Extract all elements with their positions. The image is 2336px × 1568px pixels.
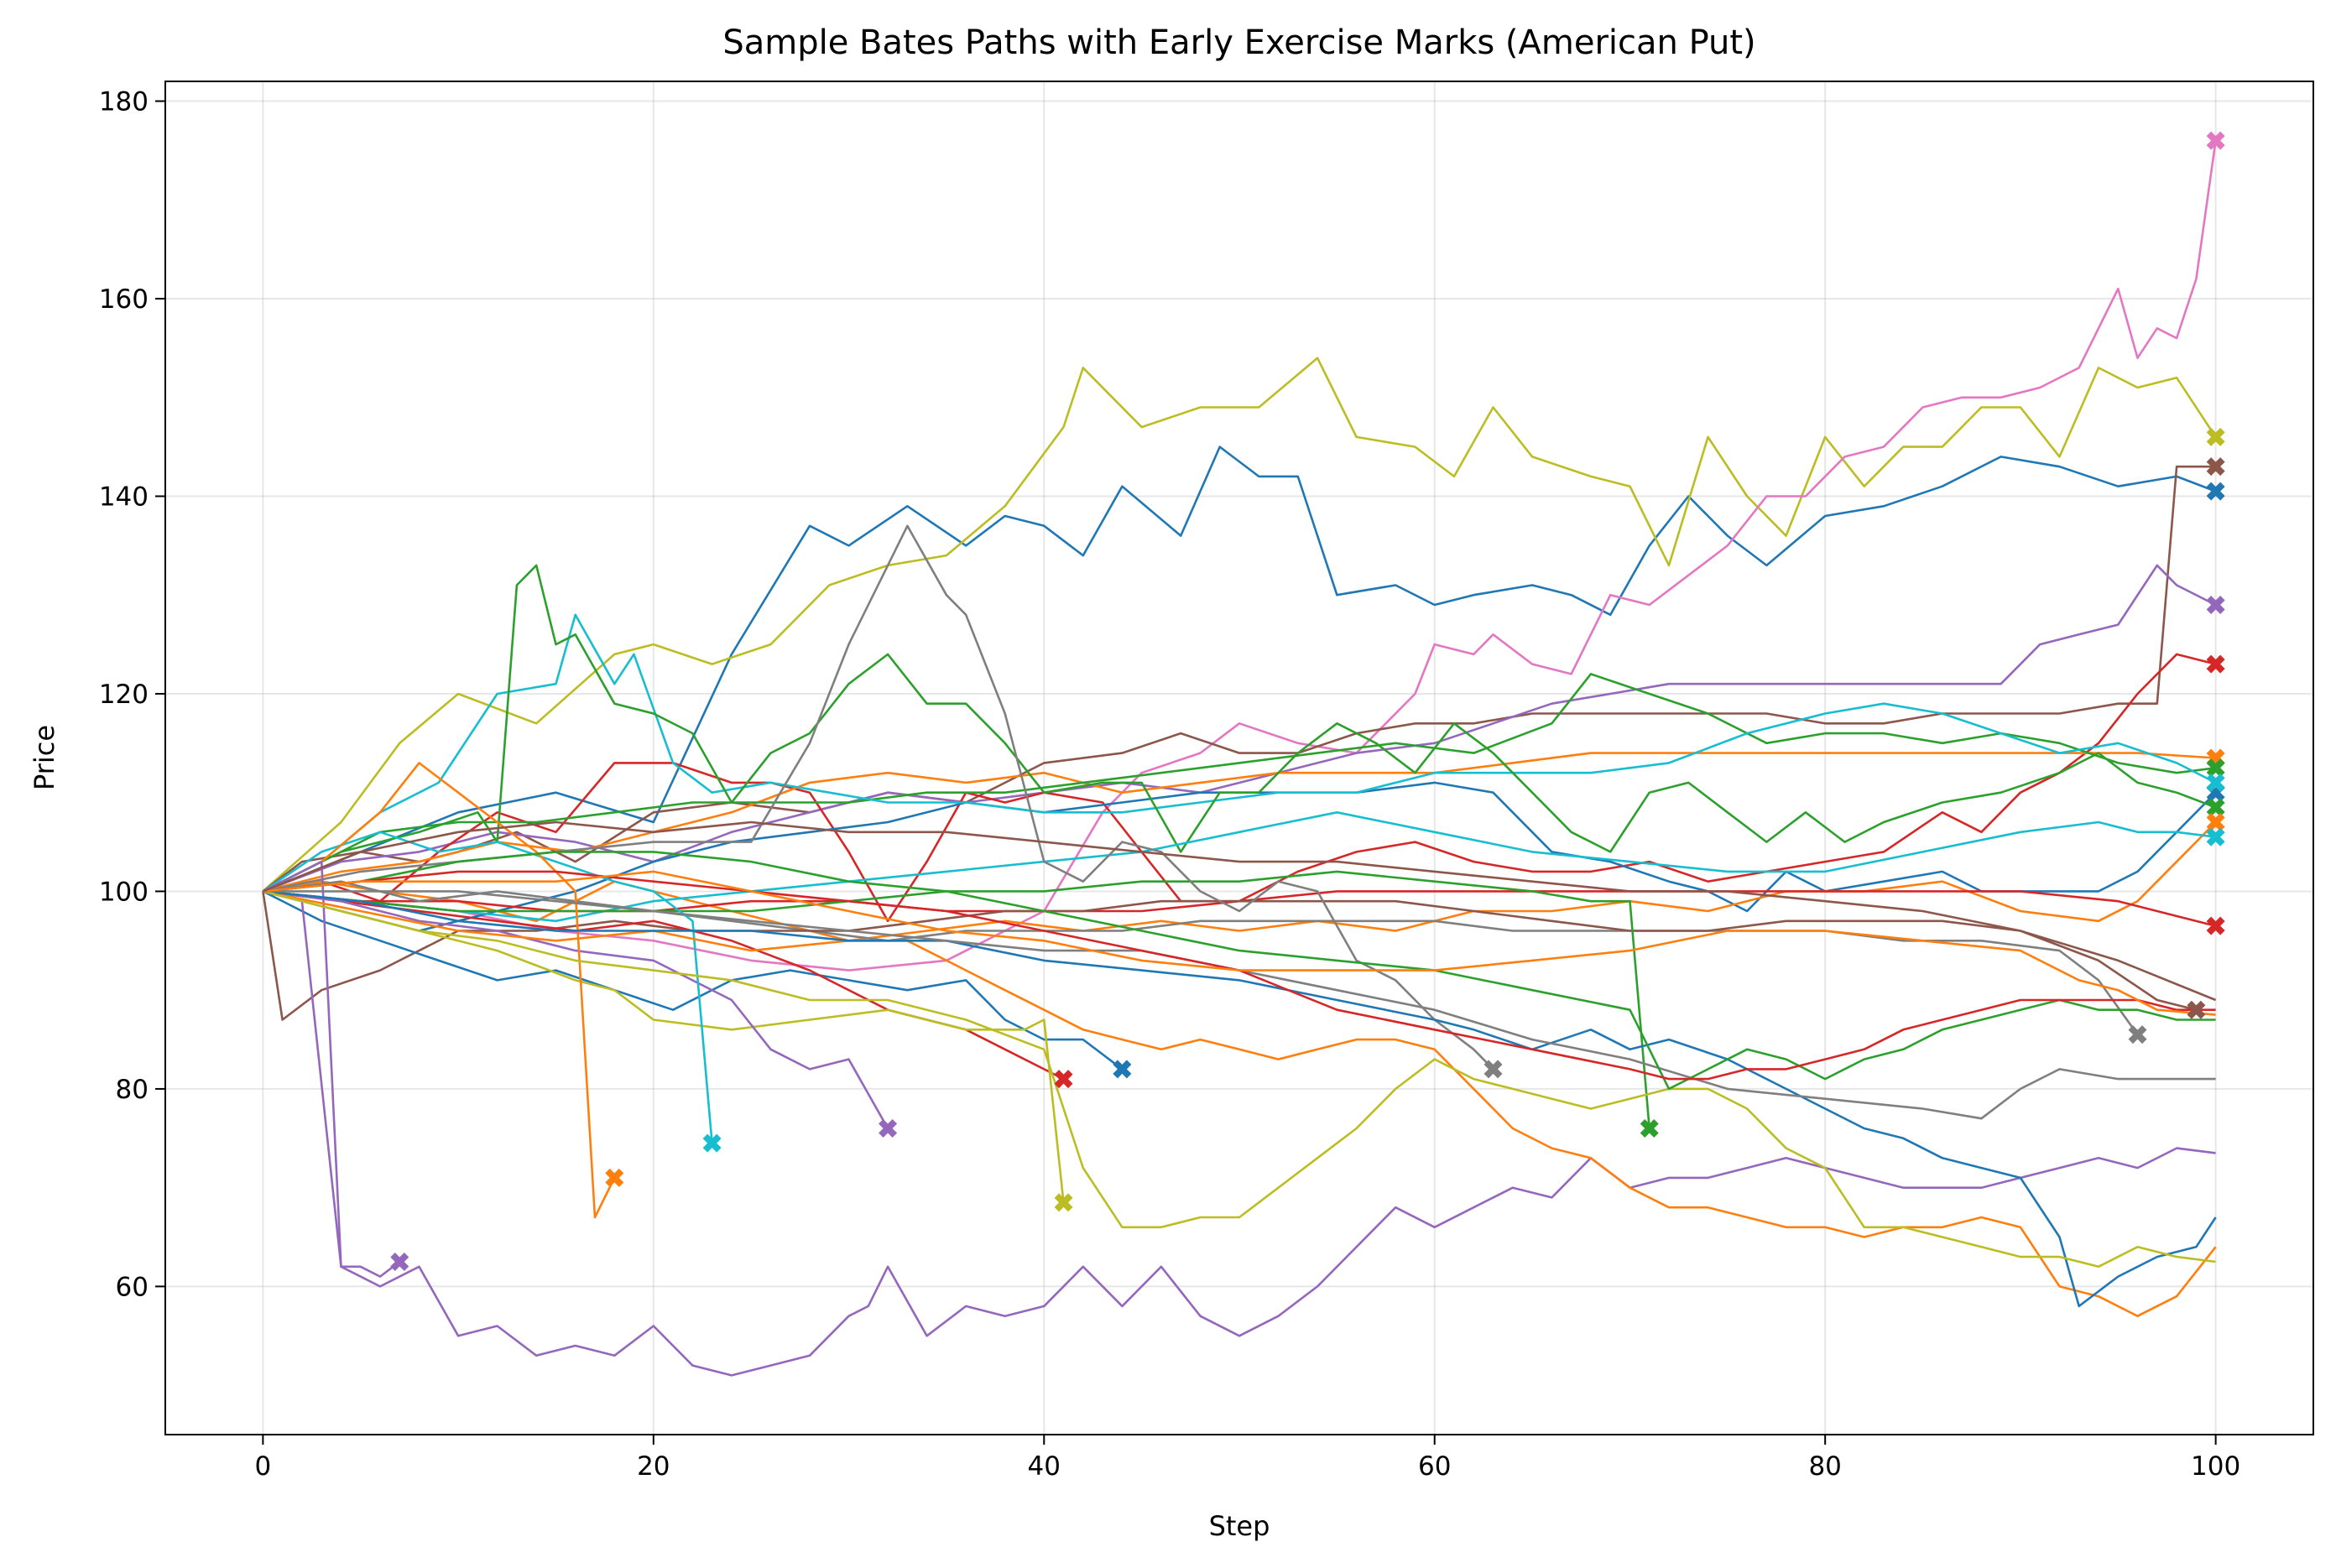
exercise-marker xyxy=(1640,1119,1659,1138)
price-path-line xyxy=(263,890,889,1129)
price-path-line xyxy=(263,880,2139,1035)
price-path-line xyxy=(263,140,2217,972)
x-axis-ticks: 0 20 40 60 80 100 xyxy=(254,1435,2240,1482)
price-path-line xyxy=(262,564,2217,893)
price-path-line xyxy=(262,445,2217,893)
exercise-marker xyxy=(2206,916,2225,935)
price-path-line xyxy=(263,890,2216,1268)
plot-frame xyxy=(164,81,2314,1435)
price-path-line xyxy=(263,524,1494,1071)
x-tick-label: 80 xyxy=(1808,1451,1841,1482)
price-path-line xyxy=(262,564,2217,893)
price-path-line xyxy=(262,860,401,1278)
price-path-line xyxy=(263,890,2216,1120)
price-path-line xyxy=(262,357,2217,893)
y-tick-label: 140 xyxy=(99,482,149,512)
exercise-marker xyxy=(2206,827,2225,847)
exercise-marker xyxy=(1054,1193,1073,1212)
price-path-line xyxy=(263,890,1065,1081)
x-axis-label: Step xyxy=(1209,1510,1270,1542)
price-path-line xyxy=(263,870,2216,1016)
price-path-line xyxy=(262,673,2216,893)
exercise-marker xyxy=(2206,482,2225,501)
x-tick-label: 100 xyxy=(2191,1451,2240,1482)
chart-title: Sample Bates Paths with Early Exercise M… xyxy=(722,23,1755,62)
x-tick-label: 20 xyxy=(637,1451,670,1482)
exercise-marker xyxy=(2206,131,2225,150)
exercise-marker xyxy=(1483,1060,1503,1079)
price-path-line xyxy=(263,890,2216,1377)
exercise-marker xyxy=(2206,427,2225,446)
exercise-marker xyxy=(605,1168,624,1187)
exercise-marker xyxy=(2206,798,2225,817)
price-path-line xyxy=(262,831,713,1143)
y-tick-label: 100 xyxy=(99,877,149,907)
x-tick-label: 40 xyxy=(1028,1451,1061,1482)
exercise-marker xyxy=(1054,1070,1073,1089)
price-path-line xyxy=(262,613,2217,893)
price-path-line xyxy=(263,890,1065,1203)
exercise-marker xyxy=(2206,457,2225,477)
y-tick-label: 120 xyxy=(99,680,149,710)
y-tick-label: 80 xyxy=(116,1075,149,1105)
exercise-marker xyxy=(879,1119,898,1138)
price-path-line xyxy=(263,890,2217,1308)
y-tick-label: 180 xyxy=(99,87,149,117)
exercise-marker xyxy=(2206,596,2225,615)
exercise-marker xyxy=(2206,758,2225,778)
price-path-line xyxy=(263,851,2216,1091)
y-tick-label: 160 xyxy=(99,284,149,315)
exercise-marker xyxy=(2206,813,2225,832)
exercise-marker xyxy=(2128,1025,2147,1044)
exercise-marker xyxy=(390,1252,409,1271)
exercise-marker xyxy=(2187,1000,2206,1019)
series-group xyxy=(262,140,2217,1377)
price-path-line xyxy=(262,820,2217,1002)
price-path-line xyxy=(262,465,2216,893)
y-axis-ticks: 60 80 100 120 140 160 180 xyxy=(99,87,165,1302)
price-path-line xyxy=(263,870,1650,1129)
y-tick-label: 60 xyxy=(116,1272,149,1302)
price-path-line xyxy=(263,870,2216,1081)
y-axis-label: Price xyxy=(29,725,60,790)
price-path-line xyxy=(262,762,616,1219)
x-tick-label: 0 xyxy=(254,1451,271,1482)
x-tick-label: 60 xyxy=(1418,1451,1451,1482)
exercise-marker xyxy=(702,1133,722,1153)
exercise-marker xyxy=(2206,654,2225,674)
exercise-marker xyxy=(2206,773,2225,792)
exercise-markers-group xyxy=(390,131,2225,1271)
exercise-marker xyxy=(1113,1060,1132,1079)
